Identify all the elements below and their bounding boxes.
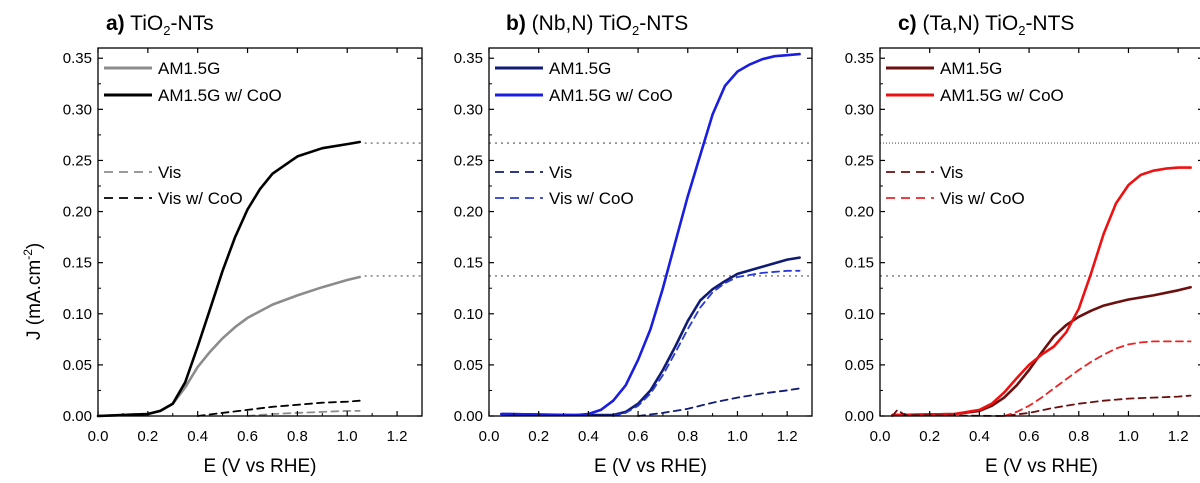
panel-b-ytick-label: 0.20 [454,204,483,221]
panel-b-legend-label: AM1.5G w/ CoO [549,86,673,105]
panel-a-series-3 [196,399,361,417]
panel-c-ytick-label: 0.30 [845,101,874,118]
panel-c-ytick-label: 0.20 [845,204,874,221]
panel-a-xtick-label: 0.0 [88,428,109,445]
panel-c-legend-label: Vis [940,163,963,182]
panel-c-ytick-label: 0.05 [845,357,874,374]
panel-a-ytick-label: 0.25 [63,152,92,169]
panel-b-ytick-label: 0.15 [454,255,483,272]
panel-a-ytick-label: 0.05 [63,357,92,374]
panel-a-ytick-label: 0.15 [63,255,92,272]
panel-c-ytick-label: 0.35 [845,50,874,67]
panel-c-title-text: (Ta,N) TiO [922,12,1019,35]
panel-b-ytick-label: 0.05 [454,357,483,374]
panel-b-xtick-label: 0.0 [479,428,500,445]
panel-a-xtick-label: 1.0 [337,428,358,445]
panel-a-xtick-label: 0.6 [237,428,258,445]
panel-c-xtick-label: 0.4 [969,428,990,445]
panel-c-legend-label: Vis w/ CoO [940,189,1025,208]
panel-c-legend-label: AM1.5G w/ CoO [940,86,1064,105]
panel-a-letter: a) [106,12,125,35]
panel-b-x-axis-label: E (V vs RHE) [594,456,707,477]
panel-b-title: b) (Nb,N) TiO2-NTS [506,12,688,38]
panel-b-legend-label: Vis [549,163,572,182]
panel-c-title-suffix: -NTS [1025,12,1075,35]
panel-b-xtick-label: 1.0 [727,428,748,445]
panel-b: 0.0 0.2 0.4 0.6 0.8 1.0 1.2 E (V vs RHE) 0.00 0.0… [454,47,813,477]
panel-b-xtick-label: 0.6 [628,428,649,445]
panel-a-xtick-label: 0.4 [187,428,208,445]
panel-b-letter: b) [506,12,526,35]
panel-a-series-0 [96,275,361,418]
panel-b-xtick-label: 0.8 [677,428,698,445]
panel-c-ytick-label: 0.25 [845,152,874,169]
panel-a-legend-label: Vis w/ CoO [158,189,243,208]
panel-b-xtick-label: 0.2 [528,428,549,445]
panel-a-series-1 [96,140,361,418]
panel-a-ytick-label: 0.00 [63,408,92,425]
panel-b-legend-label: Vis w/ CoO [549,189,634,208]
panel-c-series-1 [891,166,1192,417]
panel-b-series-2 [637,387,801,417]
y-axis-label-text: J (mA.cm [24,260,45,340]
panel-a-legend-label: Vis [158,163,181,182]
panel-c-xtick-label: 0.6 [1019,428,1040,445]
panel-b-ytick-label: 0.25 [454,152,483,169]
panel-b-title-text: (Nb,N) TiO [531,12,633,35]
panel-a-ytick-label: 0.35 [63,50,92,67]
panel-a-ytick-label: 0.20 [63,204,92,221]
panel-b-title-sub: 2 [632,23,640,39]
panel-a-legend-label: AM1.5G w/ CoO [158,86,282,105]
panel-b-title-suffix: -NTS [639,12,689,35]
panel-b-series-0 [500,256,801,417]
panel-c-xtick-label: 1.2 [1168,428,1189,445]
panel-a-legend-label: AM1.5G [158,59,220,78]
panel-b-ytick-label: 0.10 [454,306,483,323]
panel-a-ytick-label: 0.10 [63,306,92,323]
panel-c-title-sub: 2 [1018,23,1026,39]
panel-a-xtick-label: 0.8 [287,428,308,445]
panel-c-letter: c) [898,12,917,35]
panel-c-xtick-label: 0.8 [1068,428,1089,445]
panel-c-xtick-label: 0.0 [870,428,891,445]
panel-b-series-3 [612,269,801,417]
panel-b-ytick-label: 0.00 [454,408,483,425]
panel-c-series-2 [891,394,1192,417]
panel-b-series-1 [500,52,801,417]
panel-a-xtick-label: 1.2 [387,428,408,445]
panel-a-ytick-label: 0.30 [63,101,92,118]
panel-a: 0.0 0.2 0.4 0.6 0.8 1.0 1.2 E (V vs RHE) 0.00 0.0… [63,47,423,477]
panel-c-ytick-label: 0.00 [845,408,874,425]
panel-a-frame [97,47,423,417]
panel-a-xtick-label: 0.2 [137,428,158,445]
panel-c-legend-label: AM1.5G [940,59,1002,78]
panel-b-xtick-label: 0.4 [578,428,599,445]
panel-c-series-3 [1003,340,1192,417]
panel-c-xtick-label: 0.2 [919,428,940,445]
panel-b-legend-label: AM1.5G [549,59,611,78]
panel-a-title-suffix: -NTs [170,12,214,35]
panel-c-x-axis-label: E (V vs RHE) [985,456,1098,477]
panel-c-series-0 [891,285,1192,417]
y-axis-label-sup: -2 [21,249,35,260]
panel-a-title-text: TiO [130,12,164,35]
panel-c-ytick-label: 0.10 [845,306,874,323]
panel-a-title-sub: 2 [163,23,171,39]
svg-text:J (mA.cm-2): J (mA.cm-2) [21,243,45,340]
panel-b-xtick-label: 1.2 [777,428,798,445]
panel-a-series-2 [246,410,361,417]
panel-c-frame [879,47,1200,417]
panel-a-title: a) TiO2-NTs [106,12,214,38]
panel-c-ytick-label: 0.15 [845,255,874,272]
panel-c: 0.0 0.2 0.4 0.6 0.8 1.0 1.2 E (V vs RHE) 0.00 0.0… [845,47,1200,477]
y-axis-label-close: ) [24,243,45,249]
panel-b-ytick-label: 0.35 [454,50,483,67]
panel-a-x-axis-label: E (V vs RHE) [204,456,317,477]
panel-b-ytick-label: 0.30 [454,101,483,118]
panel-b-frame [488,47,813,417]
y-axis-label: J (mA.cm-2) [21,243,45,340]
panel-c-xtick-label: 1.0 [1118,428,1139,445]
panel-c-title: c) (Ta,N) TiO2-NTS [898,12,1074,38]
